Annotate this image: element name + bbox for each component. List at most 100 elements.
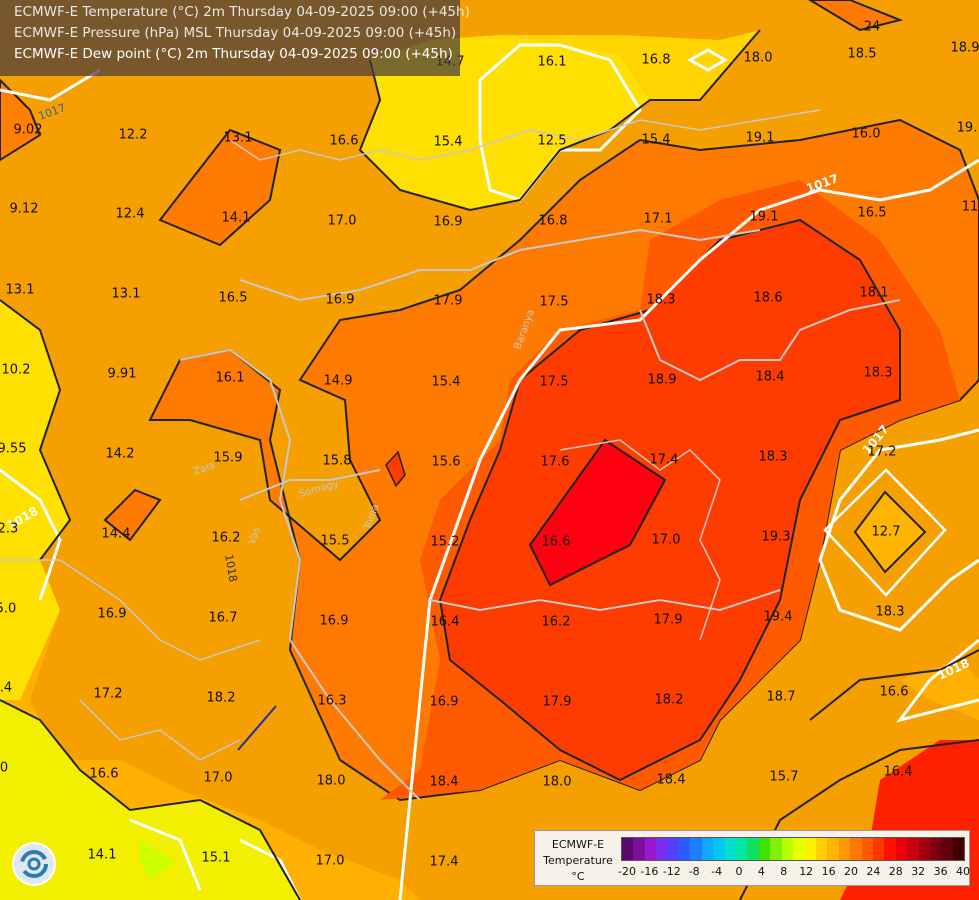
temperature-value: 9.55 (0, 442, 26, 457)
temperature-value: 17.6 (541, 455, 570, 470)
legend-title-line: °C (571, 870, 585, 883)
legend-color-cell (622, 838, 634, 860)
isobar-southeast (896, 638, 979, 723)
legend-tick-label: -4 (711, 865, 723, 878)
country-border-2 (239, 228, 761, 302)
temperature-value: 16.8 (539, 214, 568, 229)
temperature-value: 15.4 (434, 135, 463, 150)
temperature-value: 16.9 (98, 607, 127, 622)
temperature-value: 18.5 (848, 47, 877, 62)
isobar-west (0, 468, 62, 601)
temperature-value: 17.9 (543, 695, 572, 710)
temperature-value: 11 (962, 200, 979, 215)
temperature-value: 18.9 (951, 41, 979, 56)
legend-tick-label: -12 (662, 865, 681, 878)
temperature-value: 0 (0, 761, 8, 776)
temperature-value: 17.4 (650, 453, 679, 468)
legend-tick-label: -8 (688, 865, 700, 878)
temperature-value: 12.2 (119, 128, 148, 143)
temperature-value: 15.4 (642, 133, 671, 148)
temperature-value: 18.3 (759, 450, 788, 465)
temp-zone-cool-spot (853, 490, 927, 574)
temperature-value: 17.4 (430, 855, 459, 870)
legend-tick-label: -20 (618, 865, 636, 878)
temperature-value: 16.6 (542, 535, 571, 550)
temperature-value: 16.6 (90, 767, 119, 782)
temperature-value: 17.5 (540, 295, 569, 310)
region-border-2 (0, 559, 261, 661)
temperature-value: 18.6 (754, 291, 783, 306)
temperature-value: 15.7 (770, 770, 799, 785)
temperature-value: 18.0 (744, 51, 773, 66)
contour-west (0, 299, 72, 561)
contour-southeast (809, 649, 979, 721)
legend-title-line: ECMWF-E (551, 838, 605, 851)
temperature-value: 17.1 (644, 212, 673, 227)
legend-color-cell (701, 838, 714, 860)
legend-color-cell (793, 838, 805, 860)
lake-balaton (239, 469, 381, 501)
legend-color-cell (861, 838, 873, 860)
legend-tick-label: 16 (821, 865, 836, 878)
temperature-value: 18.3 (864, 366, 893, 381)
temperature-value: 9.02 (14, 123, 43, 138)
legend-color-cell (633, 838, 645, 860)
temperature-value: 17.9 (654, 613, 683, 628)
header-temperature-title: ECMWF-E Temperature (°C) 2m Thursday 04-… (14, 4, 470, 20)
legend-tick-label: 32 (911, 865, 926, 878)
temperature-value: 16.0 (852, 127, 881, 142)
legend-color-cell (918, 838, 930, 860)
legend-color-cell (929, 838, 942, 860)
temperature-value: 12.4 (116, 207, 145, 222)
legend-tick-label: 28 (888, 865, 903, 878)
legend-color-cell (724, 838, 737, 860)
country-border-east (639, 299, 901, 382)
legend-color-cell (667, 838, 680, 860)
temperature-value: 14.4 (102, 527, 131, 542)
temperature-value: 15.9 (214, 451, 243, 466)
temperature-value: 19.1 (750, 210, 779, 225)
legend-color-cell (952, 838, 965, 860)
legend-color-cell (884, 838, 896, 860)
region-border-1 (559, 439, 721, 641)
isobar-label: 1018 (222, 553, 240, 583)
temperature-value: 16.3 (318, 694, 347, 709)
temperature-value: 16.6 (330, 134, 359, 149)
temperature-value: 16.7 (209, 611, 238, 626)
legend-color-cell (872, 838, 885, 860)
temperature-value: 12.7 (872, 525, 901, 540)
temperature-values: 16.116.818.018.518.92414.712.213.116.615… (0, 20, 979, 870)
temperature-value: 13.1 (112, 287, 141, 302)
temperature-value: 18.1 (860, 286, 889, 301)
legend-color-cell (804, 838, 816, 860)
temperature-value: 12.5 (538, 134, 567, 149)
temperature-value: 14.2 (106, 447, 135, 462)
temperature-value: 18.2 (207, 691, 236, 706)
temperature-value: 16.1 (538, 55, 567, 70)
temperature-value: 19.4 (764, 610, 793, 625)
legend-color-cell (838, 838, 851, 860)
temp-zone-yellow-west (0, 300, 70, 700)
temperature-value: 19.3 (762, 530, 791, 545)
temperature-value: 17.0 (328, 214, 357, 229)
temperature-value: 16.9 (434, 215, 463, 230)
temperature-value: 17.0 (204, 771, 233, 786)
legend-title-line: Temperature (543, 854, 613, 867)
legend-color-cell (850, 838, 862, 860)
header-pressure-title: ECMWF-E Pressure (hPa) MSL Thursday 04-0… (14, 25, 457, 41)
legend-color-cell (941, 838, 953, 860)
temp-zone-red-orange (438, 218, 901, 782)
temperature-value: 16.9 (326, 293, 355, 308)
temp-zone-yellow-north (360, 35, 650, 210)
temp-zone-yellow-southwest (0, 700, 300, 900)
legend-color-cell (907, 838, 919, 860)
temperature-value: 17.2 (94, 687, 123, 702)
temperature-value: 18.3 (647, 293, 676, 308)
isobar-east (818, 428, 979, 632)
temperature-value: 15.6 (432, 455, 461, 470)
temperature-value: 13.1 (6, 283, 35, 298)
temperature-value: 17.0 (652, 533, 681, 548)
temperature-value: 19.1 (746, 131, 775, 146)
temperature-value: 18.4 (430, 775, 459, 790)
